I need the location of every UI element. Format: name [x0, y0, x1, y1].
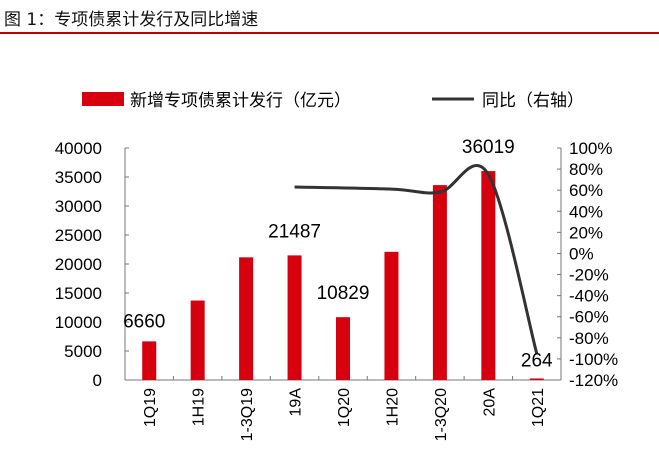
figure-title: 图 1：专项债累计发行及同比增速: [4, 10, 259, 30]
legend-line-label: 同比（右轴）: [482, 91, 584, 111]
right-tick-label: -120%: [569, 371, 618, 390]
left-tick-label: 10000: [55, 313, 102, 332]
right-tick-label: 0%: [569, 244, 594, 263]
legend-bar-label: 新增专项债累计发行（亿元）: [130, 91, 351, 111]
x-tick-label: 1-3Q20: [433, 388, 450, 441]
left-tick-label: 25000: [55, 226, 102, 245]
left-tick-label: 35000: [55, 168, 102, 187]
right-tick-label: -20%: [569, 266, 609, 285]
right-tick-label: -60%: [569, 308, 609, 327]
data-label: 36019: [462, 137, 515, 158]
x-tick-label: 1Q21: [530, 388, 547, 427]
bar-1H20: [384, 251, 399, 380]
yoy-line: [294, 164, 539, 355]
right-tick-label: -80%: [569, 329, 609, 348]
data-label: 6660: [123, 311, 165, 332]
bar-1Q21: [529, 378, 544, 380]
bar-1Q19: [142, 341, 157, 380]
left-tick-label: 20000: [55, 255, 102, 274]
data-label: 10829: [317, 283, 370, 304]
bar-1-3Q20: [432, 185, 447, 380]
right-tick-label: -40%: [569, 287, 609, 306]
bar-1H19: [190, 300, 205, 380]
legend-bar-swatch: [82, 92, 124, 106]
x-tick-label: 1H20: [384, 388, 401, 426]
left-tick-label: 30000: [55, 197, 102, 216]
left-tick-label: 5000: [64, 342, 102, 361]
x-tick-label: 1Q20: [336, 388, 353, 427]
bar-19A: [287, 255, 302, 380]
data-label: 21487: [268, 221, 321, 242]
left-tick-label: 0: [93, 371, 102, 390]
x-tick-label: 20A: [481, 388, 498, 417]
right-tick-label: 60%: [569, 181, 603, 200]
x-tick-label: 19A: [288, 388, 305, 417]
right-tick-label: 20%: [569, 223, 603, 242]
x-tick-label: 1H19: [191, 388, 208, 426]
x-tick-label: 1-3Q19: [239, 388, 256, 441]
bar-1Q20: [336, 317, 350, 380]
right-tick-label: 40%: [569, 202, 603, 221]
x-tick-label: 1Q19: [142, 388, 159, 427]
title-rule: [0, 32, 659, 34]
right-tick-label: 100%: [569, 139, 612, 158]
right-tick-label: 80%: [569, 160, 603, 179]
right-tick-label: -100%: [569, 350, 618, 369]
bar-20A: [481, 171, 496, 380]
left-tick-label: 15000: [55, 284, 102, 303]
data-label: 264: [521, 350, 553, 371]
left-tick-label: 40000: [55, 139, 102, 158]
bar-1-3Q19: [239, 257, 254, 380]
